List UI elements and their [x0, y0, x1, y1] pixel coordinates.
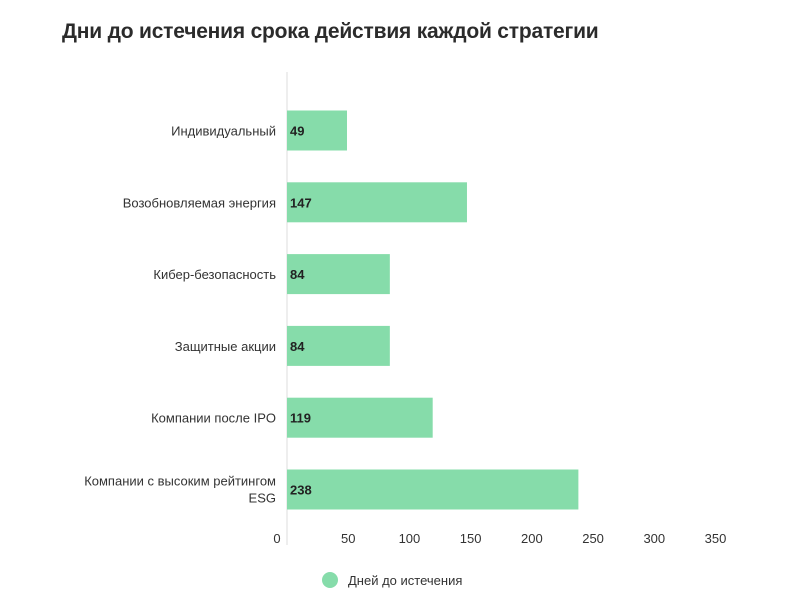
- bar: [287, 182, 467, 223]
- legend-swatch: [322, 572, 338, 588]
- x-tick-label: 100: [399, 531, 421, 546]
- data-label: 84: [290, 267, 305, 282]
- category-label: Возобновляемая энергия: [123, 195, 276, 210]
- data-label: 238: [290, 483, 312, 498]
- data-label: 147: [290, 195, 312, 210]
- bar: [287, 397, 433, 438]
- bar-chart: 0 50 100 150 200 250 300 350 49 Индивидуальный 14…: [84, 72, 727, 546]
- x-tick-label: 250: [582, 531, 604, 546]
- x-tick-label: 0: [273, 531, 280, 546]
- chart-title: Дни до истечения срока действия каждой с…: [62, 20, 599, 43]
- x-tick-label: 150: [460, 531, 482, 546]
- bar: [287, 325, 390, 366]
- x-tick-label: 200: [521, 531, 543, 546]
- category-label: Компании с высоким рейтингом ESG: [84, 474, 276, 506]
- legend: Дней до истечения: [322, 572, 462, 588]
- category-label: Защитные акции: [175, 339, 276, 354]
- data-label: 84: [290, 339, 305, 354]
- data-label: 49: [290, 124, 304, 139]
- x-tick-label: 300: [643, 531, 665, 546]
- legend-label: Дней до истечения: [348, 572, 463, 588]
- bar: [287, 469, 579, 510]
- category-label: Компании после IPO: [151, 411, 276, 426]
- x-tick-label: 50: [341, 531, 355, 546]
- bar: [287, 254, 390, 295]
- data-label: 119: [290, 411, 311, 426]
- category-label: Кибер-безопасность: [153, 267, 276, 282]
- x-tick-label: 350: [705, 531, 727, 546]
- category-label: Индивидуальный: [171, 124, 276, 139]
- bar: [287, 110, 347, 151]
